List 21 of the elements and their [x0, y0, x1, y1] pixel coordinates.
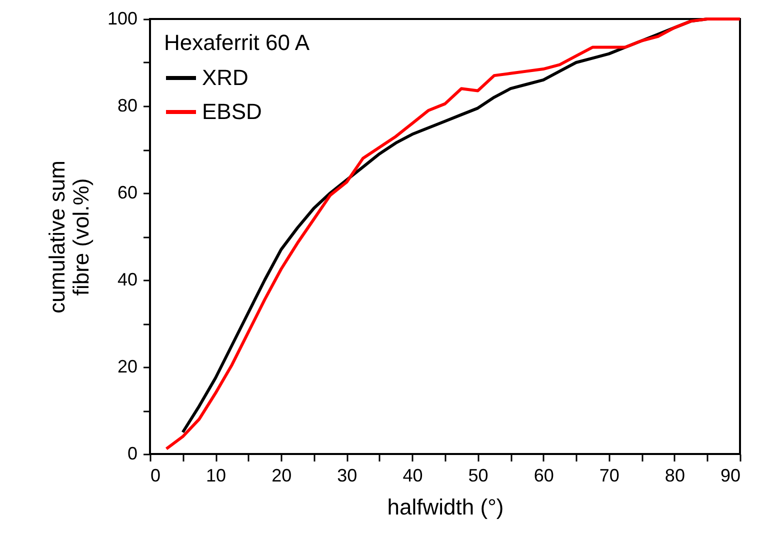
x-tick-label: 20: [272, 466, 292, 486]
x-tick-label: 0: [150, 466, 161, 486]
x-tick-label: 80: [664, 466, 685, 486]
y-tick-label: 0: [127, 444, 138, 464]
y-tick-label: 20: [117, 356, 138, 376]
y-tick-label: 80: [117, 96, 138, 116]
y-tick-label: 60: [117, 182, 138, 202]
x-tick-label: 40: [402, 466, 423, 486]
y-tick-label: 40: [117, 270, 138, 290]
x-tick-label: 30: [337, 466, 358, 486]
legend-label: XRD: [202, 65, 248, 90]
y-tick-label: 100: [107, 8, 138, 28]
y-axis-title: cumulative sum fibre (vol.%): [44, 160, 94, 314]
legend-title: Hexaferrit 60 A: [164, 30, 310, 55]
x-tick-label: 50: [468, 466, 488, 486]
x-axis-title: halfwidth (°): [387, 494, 504, 520]
x-tick-label: 90: [720, 466, 740, 486]
legend-label: EBSD: [202, 99, 262, 124]
x-tick-label: 60: [534, 466, 554, 486]
x-tick-label: 10: [206, 466, 226, 486]
x-tick-label: 70: [599, 466, 620, 486]
